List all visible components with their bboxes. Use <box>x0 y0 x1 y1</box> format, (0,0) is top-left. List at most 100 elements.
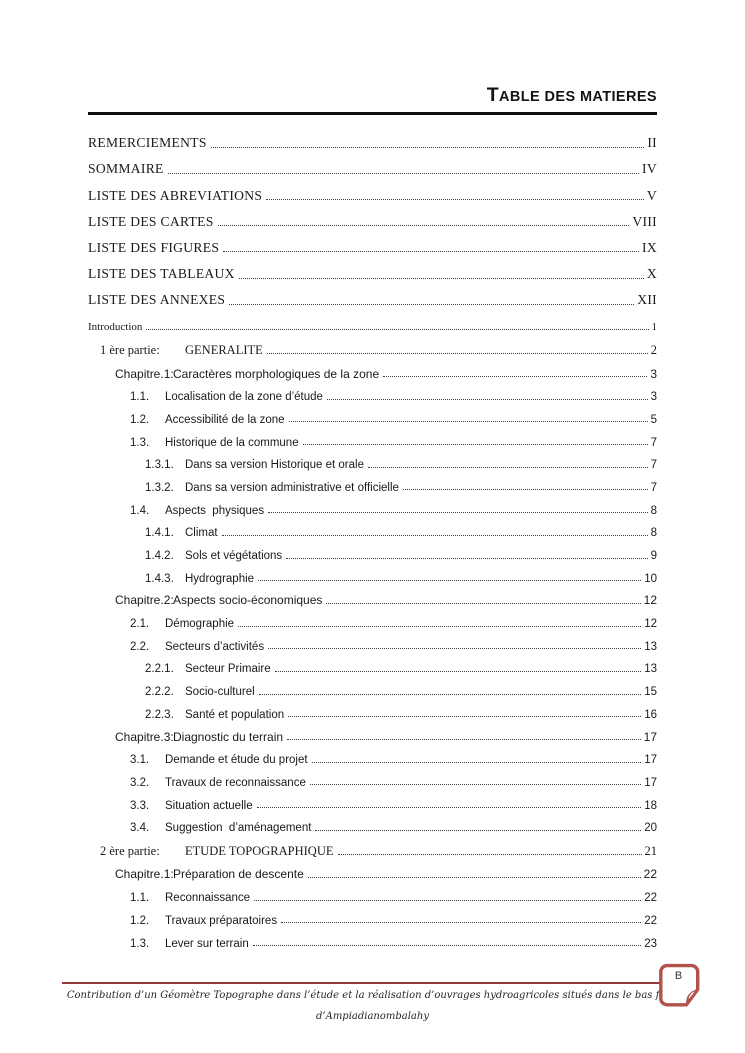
toc-entry-page: 9 <box>650 550 657 562</box>
toc-entry-number: 2.2.2. <box>145 686 174 699</box>
toc-entry-title: GENERALITE <box>185 342 263 357</box>
toc-entry-number: 1.3. <box>130 436 150 449</box>
toc-entry-number: Chapitre.3: <box>115 729 174 744</box>
toc-entry-page: 22 <box>643 867 657 882</box>
dot-leader <box>268 648 642 650</box>
page-title-rest: ABLE DES MATIERES <box>499 89 657 105</box>
toc-entry: 2 ère partie: ETUDE TOPOGRAPHIQUE 21 <box>88 834 657 859</box>
toc-entry-page: 7 <box>650 436 657 449</box>
toc-entry-title: Climat <box>185 527 218 540</box>
dot-leader <box>229 303 635 305</box>
toc-entry: 1.4. Aspects physiques 8 <box>88 494 657 517</box>
dot-leader <box>268 512 648 514</box>
dot-leader <box>288 716 642 718</box>
toc-entry-number: 1.1. <box>130 391 150 404</box>
toc-entry: 1.4.3. Hydrographie 10 <box>88 562 657 585</box>
toc-entry-title: Dans sa version administrative et offici… <box>185 481 399 494</box>
toc-entry-title: Santé et population <box>185 708 285 721</box>
toc-entry: LISTE DES ABREVIATIONS V <box>88 177 657 203</box>
toc-entry-page: 3 <box>650 391 657 404</box>
dot-leader <box>337 854 642 856</box>
toc-entry: LISTE DES CARTES VIII <box>88 204 657 230</box>
toc-entry-page: 2 <box>650 342 657 357</box>
toc-entry: 1.2. Travaux préparatoires 22 <box>88 904 657 927</box>
toc-entry-title: Lever sur terrain <box>165 937 249 950</box>
toc-entry-number: 3.3. <box>130 799 150 812</box>
footer-title-line2: d’Ampiadianombalahy <box>316 1011 429 1022</box>
toc-entry: 2.2.3. Santé et population 16 <box>88 698 657 721</box>
toc-entry: 1.3. Historique de la commune 7 <box>88 426 657 449</box>
toc-entry: 1.2. Accessibilité de la zone 5 <box>88 403 657 426</box>
toc-entry-number: 1.4. <box>130 504 150 517</box>
dot-leader <box>258 693 642 695</box>
toc-entry: 3.2. Travaux de reconnaissance 17 <box>88 766 657 789</box>
dot-leader <box>221 534 648 536</box>
toc-entry: Introduction 1 <box>88 308 657 333</box>
page-marker: B <box>674 970 683 982</box>
toc-entry-title: Aspects socio-économiques <box>173 593 323 608</box>
toc-entry-number: 2.2.3. <box>145 708 174 721</box>
dot-leader <box>223 251 640 253</box>
dot-leader <box>256 807 642 809</box>
toc-entry-title: Diagnostic du terrain <box>173 729 284 744</box>
toc-entry-number: 2.2. <box>130 640 150 653</box>
dot-leader <box>402 489 648 491</box>
toc-entry-number: 2.2.1. <box>145 663 174 676</box>
dot-leader <box>252 945 642 946</box>
toc-entry-page: 17 <box>644 776 657 789</box>
toc-entry-title: Démographie <box>165 618 235 631</box>
toc-entry-title: Socio-culturel <box>185 686 255 699</box>
toc-entry-title: LISTE DES TABLEAUX <box>88 266 235 282</box>
footer-title-line1: Contribution d’un Géomètre Topographe da… <box>66 990 679 1001</box>
toc-entry-title: ETUDE TOPOGRAPHIQUE <box>185 843 334 858</box>
toc-entry-page: 20 <box>644 822 657 835</box>
toc-entry-number: 1.2. <box>130 413 150 426</box>
toc-entry-title: LISTE DES ABREVIATIONS <box>88 187 263 203</box>
title-rule <box>88 112 657 115</box>
toc-entry: 1.4.2. Sols et végétations 9 <box>88 539 657 562</box>
toc-entry-page: XII <box>637 292 657 308</box>
toc-entry: 1.3. Lever sur terrain 23 <box>88 927 657 950</box>
toc-entry-page: VIII <box>632 213 657 229</box>
toc-entry: 1.3.2. Dans sa version administrative et… <box>88 471 657 494</box>
toc-entry-title: Demande et étude du projet <box>165 754 308 767</box>
toc-entry-title: Sols et végétations <box>185 550 283 562</box>
toc-entry-number: 1.3. <box>130 937 150 950</box>
toc-entry-title: Secteur Primaire <box>185 663 271 676</box>
toc-entry: 1.1. Localisation de la zone d’étude 3 <box>88 381 657 404</box>
toc-entry-title: Dans sa version Historique et orale <box>185 459 364 472</box>
toc-entry-page: 17 <box>643 729 657 744</box>
dot-leader <box>309 784 642 786</box>
toc-entry: Chapitre.1: Caractères morphologiques de… <box>88 358 657 381</box>
toc-list: REMERCIEMENTS II SOMMAIRE IV LISTE DES A… <box>88 125 657 950</box>
dot-leader <box>383 376 648 377</box>
toc-entry: 1.4.1. Climat 8 <box>88 517 657 540</box>
toc-entry: LISTE DES ANNEXES XII <box>88 282 657 308</box>
dot-leader <box>315 829 642 831</box>
dot-leader <box>326 398 648 400</box>
toc-entry-number: 2 ère partie: <box>100 843 160 858</box>
dot-leader <box>146 328 649 330</box>
dot-leader <box>287 739 641 740</box>
toc-entry-number: Chapitre.2: <box>115 593 174 608</box>
dot-leader <box>210 146 645 148</box>
toc-entry-page: 7 <box>650 481 657 494</box>
toc-entry-page: 16 <box>644 708 657 721</box>
toc-entry-page: 7 <box>650 459 657 472</box>
toc-entry-page: 13 <box>644 640 657 653</box>
toc-entry-title: LISTE DES FIGURES <box>88 239 220 255</box>
dot-leader <box>167 172 640 174</box>
dot-leader <box>266 353 648 355</box>
toc-entry-page: 8 <box>650 504 657 517</box>
toc-entry-title: Aspects physiques <box>165 504 265 517</box>
dot-leader <box>238 625 642 627</box>
dot-leader <box>288 421 648 423</box>
footer-rule <box>62 982 661 985</box>
toc-entry-title: Accessibilité de la zone <box>165 413 285 426</box>
toc-entry-number: 1.3.1. <box>145 459 174 472</box>
toc-entry-page: 15 <box>644 686 657 699</box>
toc-entry-page: 23 <box>644 937 657 950</box>
dot-leader <box>217 225 630 227</box>
toc-entry: 2.2.1. Secteur Primaire 13 <box>88 653 657 676</box>
dot-leader <box>286 557 648 559</box>
